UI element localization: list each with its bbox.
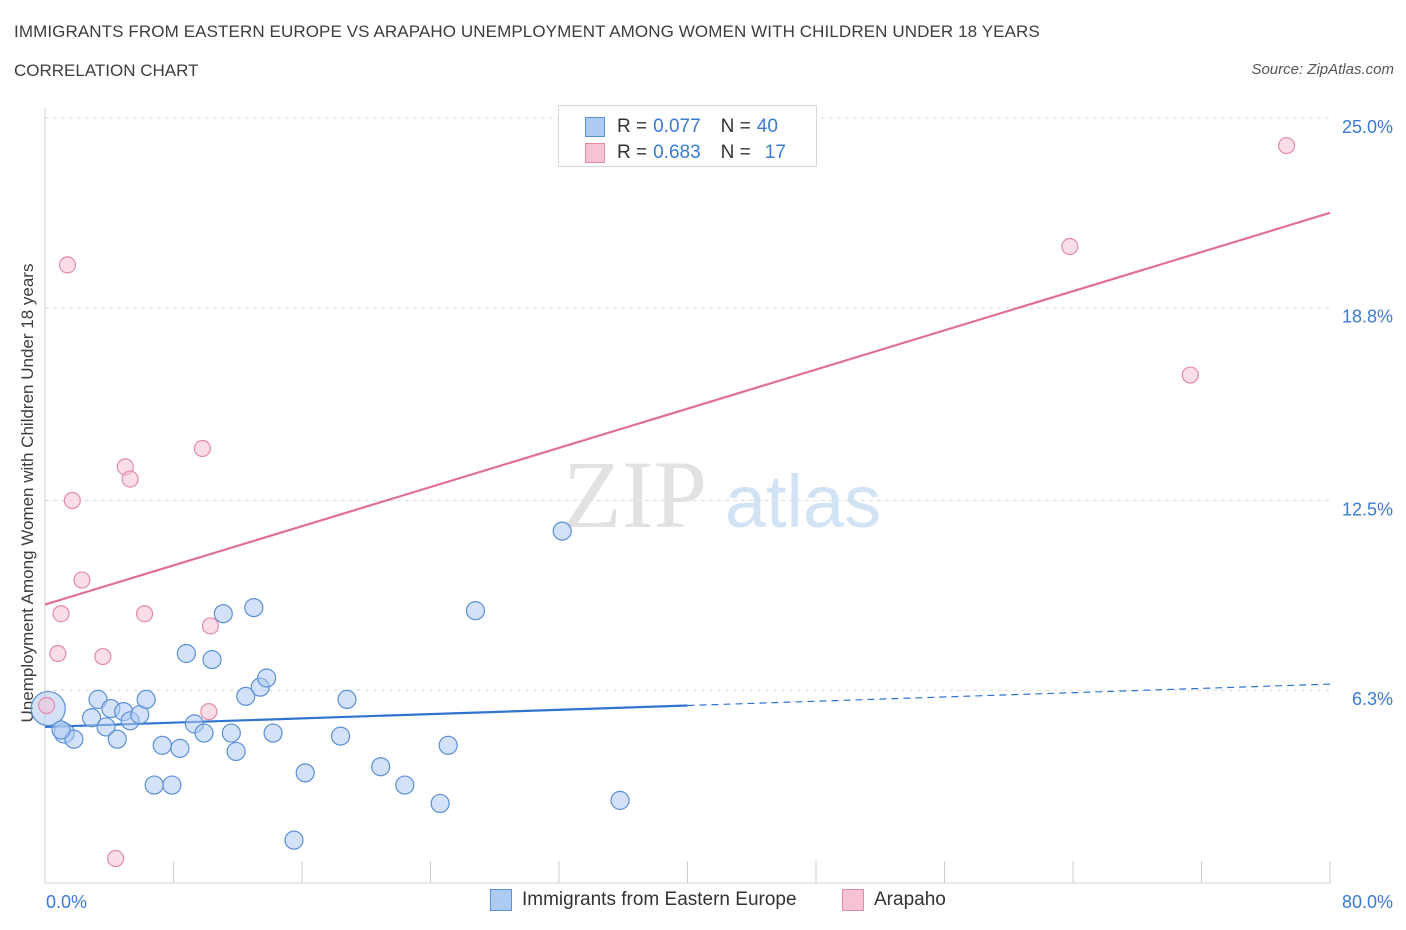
watermark-atlas: atlas bbox=[725, 460, 881, 543]
legend-row-arapaho: R = 0.683 N = 17 bbox=[585, 141, 786, 165]
eastern-europe-point bbox=[438, 735, 458, 755]
tick-label-layer: 6.3% 12.5% 18.8% 25.0% 0.0% 80.0% bbox=[46, 117, 1393, 912]
series-legend-label: Arapaho bbox=[874, 889, 946, 910]
eastern-europe-point bbox=[284, 830, 304, 850]
y-tick-label: 12.5% bbox=[1342, 500, 1393, 520]
eastern-europe-point bbox=[51, 720, 71, 740]
eastern-europe-point bbox=[96, 717, 116, 737]
arapaho-point bbox=[193, 439, 212, 458]
arapaho-point bbox=[58, 256, 77, 274]
legend-r-label: R = bbox=[617, 116, 648, 137]
legend-n-label: N = bbox=[720, 116, 751, 137]
eastern-europe-point bbox=[170, 738, 190, 758]
arapaho-trendline bbox=[44, 211, 1331, 606]
legend-n-value: 40 bbox=[756, 116, 778, 137]
correlation-legend: R = 0.077 N = 40 R = 0.683 N = 17 bbox=[558, 105, 817, 167]
series-legend-label: Immigrants from Eastern Europe bbox=[522, 889, 797, 910]
arapaho-point bbox=[107, 849, 125, 868]
eastern-europe-point bbox=[194, 723, 214, 743]
arapaho-point bbox=[94, 647, 112, 666]
arapaho-point bbox=[73, 571, 91, 589]
eastern-europe-point bbox=[226, 741, 246, 762]
chart-title: IMMIGRANTS FROM EASTERN EUROPE VS ARAPAH… bbox=[14, 22, 1040, 41]
axis-layer bbox=[44, 108, 1331, 884]
legend-n-label: N = bbox=[720, 142, 751, 163]
eastern-europe-point bbox=[136, 689, 156, 710]
arapaho-point bbox=[49, 644, 67, 663]
legend-r-value: 0.077 bbox=[653, 116, 701, 137]
x-tick-label-min: 0.0% bbox=[46, 892, 87, 912]
eastern-europe-point bbox=[213, 604, 233, 624]
eastern-europe-point bbox=[610, 790, 630, 810]
trend-layer bbox=[44, 211, 1331, 729]
series-legend: Immigrants from Eastern Europe Arapaho bbox=[0, 889, 1406, 915]
eastern-europe-point bbox=[337, 689, 357, 710]
legend-row-eastern-europe: R = 0.077 N = 40 bbox=[585, 115, 778, 139]
arapaho-point bbox=[1061, 237, 1079, 256]
eastern-europe-point bbox=[263, 723, 283, 743]
watermark: ZIP atlas bbox=[563, 441, 881, 548]
eastern-europe-point bbox=[465, 601, 486, 621]
arapaho-point bbox=[38, 696, 56, 715]
arapaho-point bbox=[201, 617, 220, 635]
arapaho-point bbox=[52, 605, 70, 623]
grid-layer bbox=[45, 117, 1330, 691]
series-legend-swatch-blue bbox=[490, 889, 512, 911]
y-tick-label: 25.0% bbox=[1342, 117, 1393, 137]
legend-r-value: 0.683 bbox=[653, 142, 701, 163]
eastern-europe-point bbox=[295, 763, 315, 783]
eastern-europe-point bbox=[371, 757, 391, 777]
eastern-europe-point bbox=[162, 775, 182, 795]
y-tick-label: 18.8% bbox=[1342, 307, 1393, 327]
chart-subtitle: CORRELATION CHART bbox=[14, 61, 199, 80]
eastern-europe-trendline bbox=[44, 704, 688, 729]
eastern-europe-point bbox=[221, 723, 241, 743]
eastern-europe-point bbox=[257, 668, 277, 688]
eastern-europe-point bbox=[144, 775, 164, 795]
eastern-europe-point bbox=[244, 597, 264, 618]
watermark-zip: ZIP bbox=[563, 441, 707, 548]
point-layer bbox=[30, 136, 1296, 868]
legend-n-value: 17 bbox=[764, 142, 786, 163]
source-credit: Source: ZipAtlas.com bbox=[1251, 61, 1394, 78]
eastern-europe-point bbox=[81, 708, 102, 728]
eastern-europe-point bbox=[330, 726, 351, 746]
y-tick-label: 6.3% bbox=[1352, 689, 1393, 709]
arapaho-point bbox=[135, 605, 154, 623]
series-legend-eastern-europe[interactable]: Immigrants from Eastern Europe bbox=[490, 889, 797, 911]
eastern-europe-point bbox=[552, 521, 572, 541]
series-legend-swatch-pink bbox=[842, 889, 864, 911]
legend-swatch-blue bbox=[585, 117, 605, 137]
eastern-europe-point bbox=[152, 735, 172, 755]
eastern-europe-point bbox=[395, 775, 415, 795]
eastern-europe-point bbox=[202, 650, 222, 670]
arapaho-point bbox=[1181, 366, 1199, 384]
eastern-europe-point bbox=[107, 729, 127, 749]
arapaho-point bbox=[121, 470, 139, 488]
arapaho-point bbox=[63, 491, 81, 510]
eastern-europe-point bbox=[430, 793, 450, 814]
eastern-europe-point bbox=[176, 643, 196, 664]
legend-r-label: R = bbox=[617, 142, 648, 163]
series-legend-arapaho[interactable]: Arapaho bbox=[842, 889, 946, 911]
x-tick-label-max: 80.0% bbox=[1342, 892, 1393, 912]
arapaho-point bbox=[1278, 136, 1296, 155]
eastern-europe-point bbox=[236, 686, 256, 706]
eastern-europe-trendline-extension bbox=[687, 683, 1331, 707]
legend-swatch-pink bbox=[585, 143, 605, 163]
arapaho-point bbox=[200, 703, 218, 721]
